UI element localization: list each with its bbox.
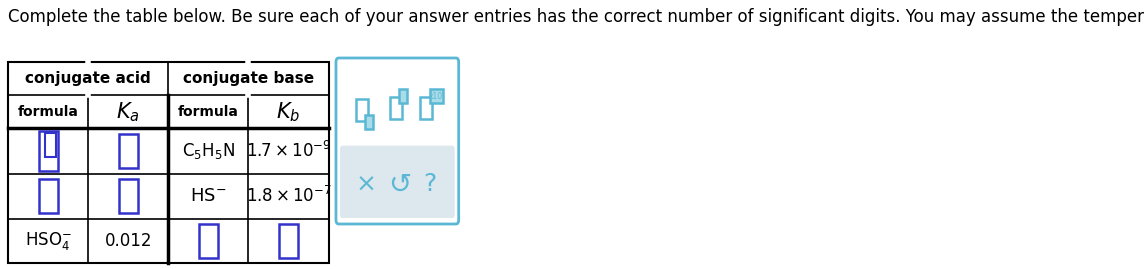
Bar <box>420 97 432 119</box>
Bar <box>356 99 368 121</box>
Text: conjugate acid: conjugate acid <box>25 71 151 86</box>
Bar <box>119 179 137 213</box>
Text: 0.012: 0.012 <box>104 232 152 250</box>
Bar <box>46 133 56 157</box>
Text: $1.7 \times 10^{-9}$: $1.7 \times 10^{-9}$ <box>246 141 331 161</box>
Text: $\times$: $\times$ <box>355 172 374 196</box>
Text: formula: formula <box>17 105 79 119</box>
Text: $\mathrm{C_5H_5N}$: $\mathrm{C_5H_5N}$ <box>182 141 235 161</box>
Text: formula: formula <box>177 105 239 119</box>
Bar <box>429 89 443 103</box>
FancyBboxPatch shape <box>340 146 455 218</box>
Text: $\mathrm{HSO_4^{-}}$: $\mathrm{HSO_4^{-}}$ <box>25 230 71 252</box>
Bar <box>39 179 57 213</box>
Text: $\mathit{K}_b$: $\mathit{K}_b$ <box>276 100 301 123</box>
Bar <box>199 224 218 258</box>
Bar <box>400 89 408 103</box>
Bar <box>8 62 329 263</box>
Bar <box>365 115 373 129</box>
Text: ?: ? <box>424 172 436 196</box>
Text: x10: x10 <box>429 92 443 101</box>
Text: $\mathit{K}_a$: $\mathit{K}_a$ <box>117 100 140 123</box>
Bar <box>119 134 137 168</box>
Bar <box>279 224 298 258</box>
Text: conjugate base: conjugate base <box>183 71 314 86</box>
Bar <box>390 97 402 119</box>
Text: $1.8 \times 10^{-7}$: $1.8 \times 10^{-7}$ <box>245 186 332 206</box>
Text: $\mathrm{HS}^{-}$: $\mathrm{HS}^{-}$ <box>190 187 227 205</box>
FancyBboxPatch shape <box>335 58 459 224</box>
Text: Complete the table below. Be sure each of your answer entries has the correct nu: Complete the table below. Be sure each o… <box>8 8 1145 26</box>
Text: $\circlearrowleft$: $\circlearrowleft$ <box>384 170 411 198</box>
Bar <box>39 131 57 171</box>
